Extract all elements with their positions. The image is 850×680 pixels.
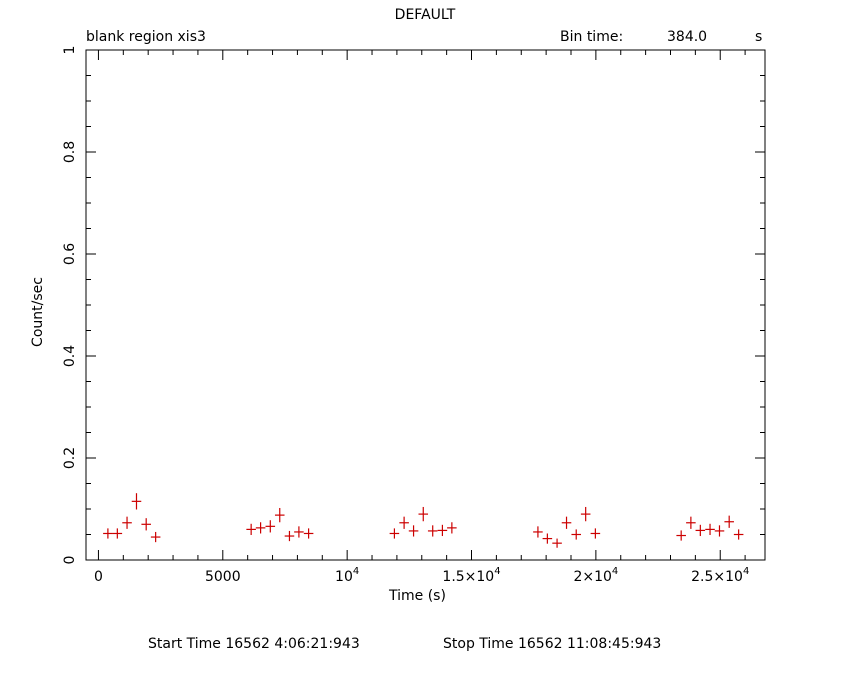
y-tick-label: 0.4 bbox=[62, 345, 78, 367]
data-point bbox=[131, 493, 142, 510]
y-tick-label: 0.6 bbox=[62, 243, 78, 265]
data-point bbox=[274, 507, 285, 523]
data-point bbox=[447, 522, 457, 534]
y-tick-label: 0.2 bbox=[62, 447, 78, 469]
data-point bbox=[686, 516, 696, 529]
data-point bbox=[112, 528, 123, 539]
data-point bbox=[418, 506, 429, 522]
x-tick-label-base: 5000 bbox=[205, 569, 241, 585]
axes bbox=[85, 49, 766, 561]
data-point bbox=[552, 538, 562, 548]
bin-time-unit: s bbox=[755, 29, 763, 45]
data-point bbox=[150, 531, 161, 543]
x-tick-label: 2.5×104 bbox=[691, 566, 749, 585]
data-point bbox=[580, 506, 591, 522]
data-point bbox=[246, 523, 256, 536]
stop-time: Stop Time 16562 11:08:45:943 bbox=[443, 636, 662, 652]
data-point bbox=[733, 529, 744, 540]
plot-frame bbox=[85, 49, 766, 561]
data-point bbox=[714, 525, 725, 537]
data-point bbox=[695, 524, 706, 537]
data-point bbox=[561, 516, 572, 529]
x-tick-label: 0 bbox=[94, 569, 103, 585]
data-point bbox=[533, 526, 543, 538]
y-tick-label: 0 bbox=[62, 556, 78, 565]
data-point bbox=[408, 525, 419, 537]
x-tick-label-exponent: 4 bbox=[743, 566, 749, 577]
data-point bbox=[122, 516, 132, 529]
x-tick-label: 5000 bbox=[205, 569, 241, 585]
x-tick-label-exponent: 4 bbox=[494, 566, 500, 577]
data-point bbox=[103, 528, 113, 539]
y-axis-label: Count/sec bbox=[30, 277, 46, 347]
x-tick-label-base: 10 bbox=[335, 569, 353, 585]
data-point bbox=[676, 530, 686, 541]
x-tick-label: 2×104 bbox=[573, 566, 618, 585]
data-point bbox=[303, 528, 314, 539]
data-point bbox=[255, 522, 266, 534]
chart-title: DEFAULT bbox=[394, 7, 456, 23]
subtitle-left: blank region xis3 bbox=[86, 29, 206, 45]
ticks: 0 5000 104 1.5×104 2×104 2.5×10400.20.40.60.8… bbox=[62, 46, 765, 585]
x-axis-label: Time (s) bbox=[389, 588, 446, 604]
data-point bbox=[141, 518, 151, 531]
data-point bbox=[571, 529, 581, 540]
data-point bbox=[437, 524, 448, 537]
x-tick-label-base: 1.5×10 bbox=[442, 569, 494, 585]
data-point bbox=[542, 533, 553, 544]
x-tick-label: 104 bbox=[335, 566, 359, 585]
data-point bbox=[265, 520, 276, 533]
data-point bbox=[427, 525, 438, 537]
data-point bbox=[284, 530, 295, 542]
data-point bbox=[724, 515, 734, 528]
y-tick-label: 0.8 bbox=[62, 141, 78, 163]
data-point bbox=[294, 526, 304, 538]
data-point bbox=[399, 516, 409, 529]
x-tick-label-base: 2.5×10 bbox=[691, 569, 743, 585]
x-tick-label: 1.5×104 bbox=[442, 566, 500, 585]
data-point bbox=[389, 528, 400, 539]
data-point bbox=[705, 523, 715, 536]
x-tick-label-base: 2×10 bbox=[573, 569, 611, 585]
data-points bbox=[103, 493, 744, 548]
bin-time-value: 384.0 bbox=[667, 29, 708, 45]
x-tick-label-base: 0 bbox=[94, 569, 103, 585]
x-tick-label-exponent: 4 bbox=[612, 566, 618, 577]
x-tick-label-exponent: 4 bbox=[353, 566, 359, 577]
bin-time-label: Bin time: bbox=[560, 29, 624, 45]
start-time: Start Time 16562 4:06:21:943 bbox=[148, 636, 360, 652]
y-tick-label: 1 bbox=[62, 46, 78, 55]
data-point bbox=[590, 528, 601, 539]
